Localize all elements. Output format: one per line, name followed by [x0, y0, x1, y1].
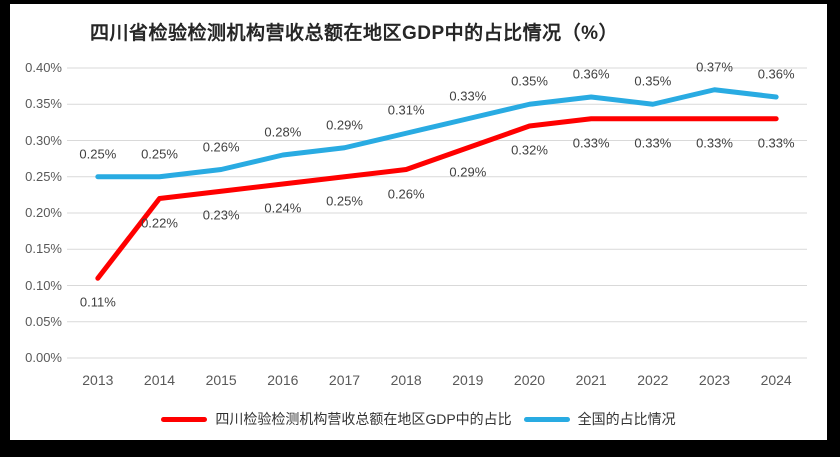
y-tick-label: 0.35% — [25, 96, 62, 112]
x-tick-label: 2015 — [205, 372, 237, 388]
series-line-national — [95, 87, 779, 180]
data-label: 0.36% — [572, 66, 610, 82]
data-label: 0.22% — [141, 215, 178, 230]
data-label: 0.25% — [326, 193, 363, 209]
x-tick-label: 2022 — [637, 372, 669, 388]
data-label: 0.35% — [511, 73, 548, 89]
data-label: 0.26% — [202, 139, 240, 154]
legend-item-sichuan: 四川检验检测机构营收总额在地区GDP中的占比 — [161, 409, 512, 429]
y-tick-label: 0.40% — [25, 60, 62, 75]
y-tick-label: 0.10% — [25, 277, 62, 293]
plot-area — [67, 67, 807, 359]
data-label: 0.25% — [141, 146, 178, 162]
legend-line-swatch — [523, 416, 570, 422]
data-label: 0.23% — [202, 207, 240, 223]
data-label: 0.29% — [326, 117, 363, 133]
data-label: 0.25% — [79, 146, 117, 162]
data-label: 0.36% — [757, 66, 795, 82]
x-tick-label: 2017 — [328, 372, 361, 388]
data-label: 0.33% — [634, 135, 672, 151]
x-tick-label: 2023 — [698, 372, 731, 388]
y-tick-label: 0.00% — [25, 350, 62, 365]
chart-panel: 四川省检验检测机构营收总额在地区GDP中的占比情况（%） 0.00% 0.05% 0… — [10, 4, 827, 440]
legend-label: 全国的占比情况 — [577, 411, 676, 427]
data-label: 0.24% — [264, 200, 302, 216]
data-label: 0.11% — [79, 294, 116, 310]
y-tick-label: 0.15% — [25, 241, 62, 257]
x-tick-label: 2021 — [575, 372, 607, 388]
y-tick-label: 0.05% — [25, 313, 62, 329]
legend-line-swatch — [161, 416, 208, 422]
x-tick-label: 2016 — [267, 372, 299, 388]
chart-title: 四川省检验检测机构营收总额在地区GDP中的占比情况（%） — [90, 23, 619, 44]
data-label: 0.35% — [634, 73, 672, 89]
data-label: 0.29% — [449, 164, 487, 180]
x-tick-label: 2020 — [513, 372, 546, 388]
legend-label: 四川检验检测机构营收总额在地区GDP中的占比 — [215, 411, 512, 427]
legend: 四川检验检测机构营收总额在地区GDP中的占比 全国的占比情况 — [10, 408, 827, 430]
legend-item-national: 全国的占比情况 — [523, 409, 676, 429]
data-label: 0.33% — [757, 135, 795, 151]
x-tick-label: 2018 — [390, 372, 422, 388]
y-tick-label: 0.20% — [25, 205, 62, 220]
data-label: 0.26% — [387, 186, 425, 201]
data-label: 0.33% — [572, 135, 610, 151]
data-label: 0.31% — [387, 102, 425, 118]
data-label: 0.28% — [264, 124, 302, 140]
x-tick-label: 2014 — [143, 372, 176, 388]
y-tick-label: 0.25% — [25, 168, 62, 184]
data-label: 0.37% — [696, 59, 733, 75]
y-tick-label: 0.30% — [25, 132, 62, 148]
data-label: 0.32% — [511, 142, 548, 158]
data-label: 0.33% — [449, 88, 487, 104]
x-tick-label: 2019 — [452, 372, 484, 388]
data-label: 0.33% — [696, 135, 733, 151]
x-tick-label: 2024 — [760, 372, 792, 388]
series-line-sichuan — [95, 116, 779, 281]
x-tick-label: 2013 — [82, 372, 114, 388]
